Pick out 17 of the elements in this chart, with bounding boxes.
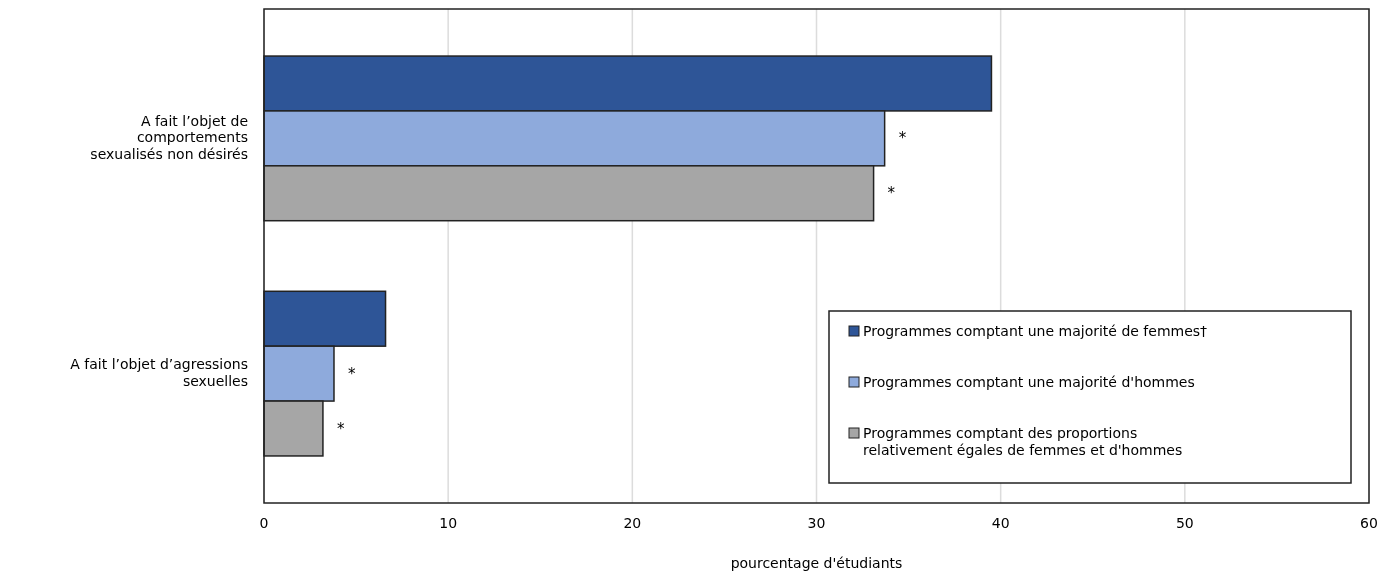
legend-label: Programmes comptant une majorité de femmes† — [863, 323, 1208, 339]
x-tick-label: 10 — [439, 515, 458, 531]
x-tick-label: 40 — [991, 515, 1010, 531]
x-tick-label: 30 — [807, 515, 826, 531]
x-tick-label: 20 — [623, 515, 642, 531]
x-axis-title: pourcentage d'étudiants — [730, 555, 903, 571]
x-tick-label: 0 — [259, 515, 269, 531]
data-label: * — [336, 419, 345, 438]
legend-label: Programmes comptant des proportions relativement égales de femmes et d'hommes — [863, 425, 1183, 458]
data-label: * — [347, 364, 356, 383]
data-label: * — [898, 129, 907, 148]
legend-label: Programmes comptant une majorité d'hommes — [863, 374, 1195, 390]
y-tick-label: A fait l’objet de comportements sexualisés non désirés — [90, 112, 248, 163]
y-tick-label: A fait l’objet d’agressions sexuelles — [70, 356, 248, 390]
x-tick-label: 60 — [1360, 515, 1378, 531]
x-tick-label: 50 — [1175, 515, 1194, 531]
data-label: * — [887, 184, 896, 203]
